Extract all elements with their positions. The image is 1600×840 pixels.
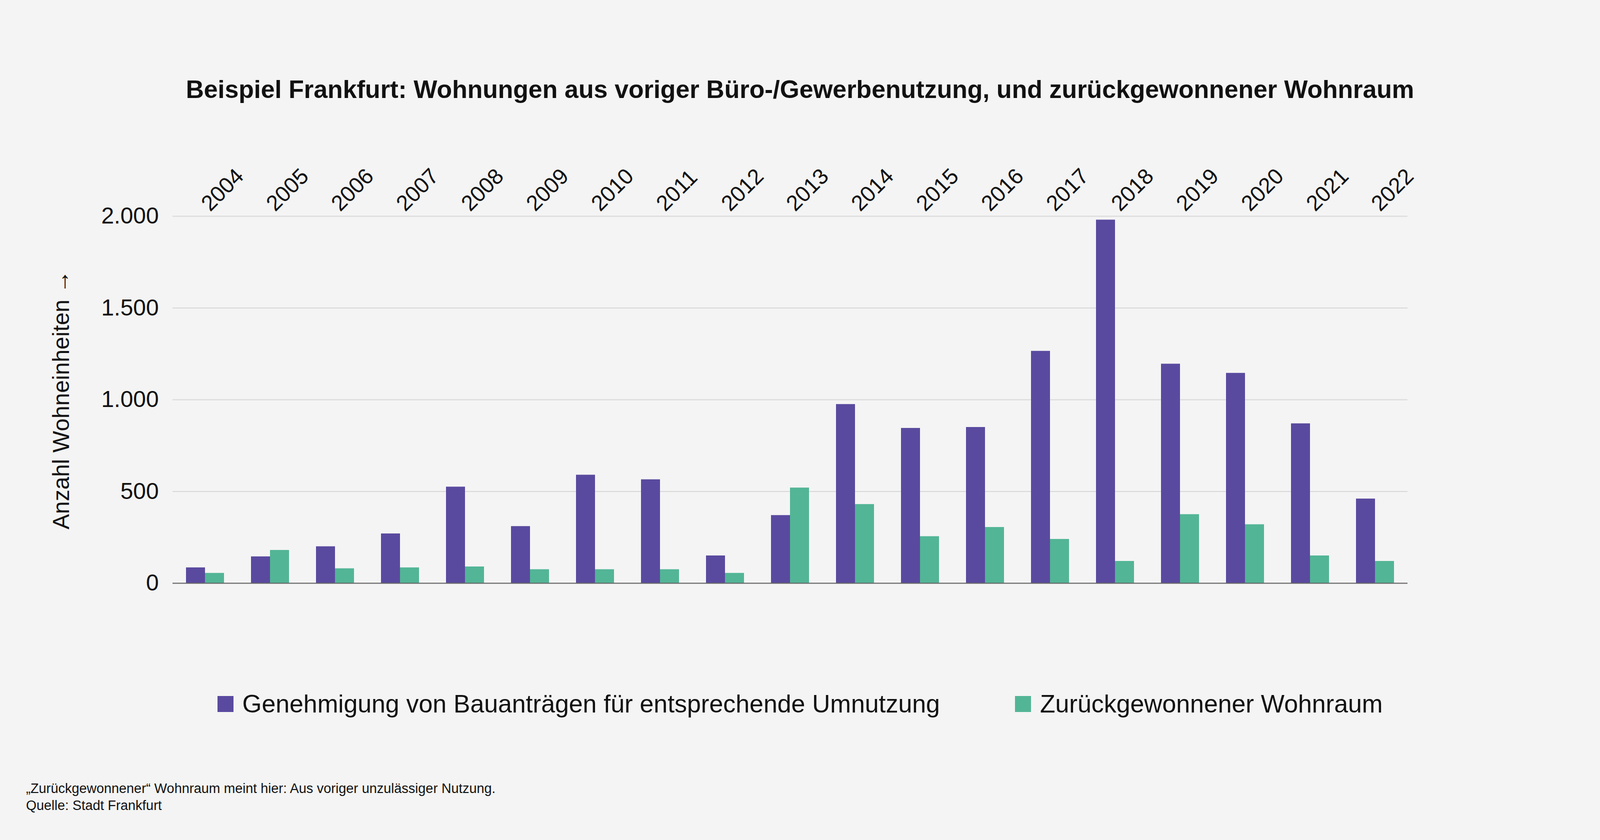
svg-text:2012: 2012 bbox=[716, 163, 768, 216]
svg-text:2009: 2009 bbox=[521, 163, 573, 216]
svg-text:2018: 2018 bbox=[1106, 163, 1158, 216]
svg-text:Anzahl Wohneinheiten →: Anzahl Wohneinheiten → bbox=[48, 270, 74, 529]
svg-text:2008: 2008 bbox=[456, 163, 508, 216]
html-text:„Zurückgewonnener“ Wohnraum me: „Zurückgewonnener“ Wohnraum meint hier: … bbox=[26, 781, 496, 796]
svg-text:2007: 2007 bbox=[391, 163, 443, 216]
svg-text:2005: 2005 bbox=[261, 163, 313, 216]
svg-text:2016: 2016 bbox=[976, 163, 1028, 216]
svg-text:2.000: 2.000 bbox=[101, 202, 159, 229]
svg-text:2014: 2014 bbox=[846, 163, 898, 216]
svg-text:2017: 2017 bbox=[1041, 163, 1093, 216]
svg-text:500: 500 bbox=[120, 478, 159, 504]
svg-text:2019: 2019 bbox=[1171, 163, 1223, 216]
svg-text:2021: 2021 bbox=[1301, 163, 1353, 216]
html-text:Quelle: Stadt Frankfurt: Quelle: Stadt Frankfurt bbox=[26, 798, 162, 813]
svg-text:2010: 2010 bbox=[586, 163, 638, 216]
svg-text:2022: 2022 bbox=[1366, 163, 1418, 216]
svg-text:2006: 2006 bbox=[326, 163, 378, 216]
html-text:Zurückgewonnener Wohnraum: Zurückgewonnener Wohnraum bbox=[1039, 690, 1383, 718]
svg-text:1.500: 1.500 bbox=[101, 294, 159, 321]
svg-text:0: 0 bbox=[146, 569, 159, 596]
svg-text:2011: 2011 bbox=[651, 164, 702, 216]
svg-text:2004: 2004 bbox=[196, 163, 248, 216]
html-text:Beispiel Frankfurt: Wohnungen: Beispiel Frankfurt: Wohnungen aus vorige… bbox=[185, 75, 1415, 104]
html-text:Genehmigung von Bauanträgen fü: Genehmigung von Bauanträgen für entsprec… bbox=[242, 690, 940, 718]
svg-text:2015: 2015 bbox=[911, 163, 963, 216]
svg-text:2013: 2013 bbox=[781, 163, 833, 216]
svg-text:2020: 2020 bbox=[1236, 163, 1288, 216]
svg-text:1.000: 1.000 bbox=[101, 386, 159, 412]
